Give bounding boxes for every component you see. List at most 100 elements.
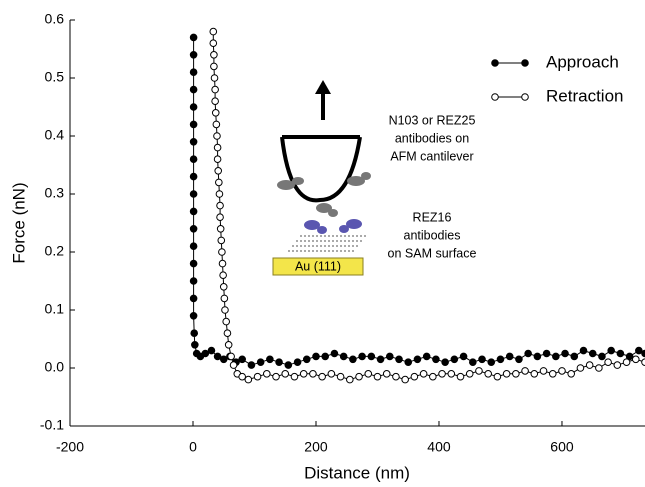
annotation: Au (111) <box>295 259 341 273</box>
legend-marker <box>521 93 529 101</box>
data-point <box>542 349 551 358</box>
sam-layer <box>288 235 368 252</box>
data-point <box>422 352 431 361</box>
data-point <box>210 51 218 59</box>
data-point <box>189 120 198 129</box>
data-point <box>496 355 505 364</box>
data-point <box>548 370 557 378</box>
data-point <box>213 155 222 163</box>
data-point <box>456 372 465 381</box>
data-point <box>216 213 224 221</box>
data-point <box>247 361 256 369</box>
data-point <box>238 372 246 381</box>
data-point <box>616 349 625 358</box>
data-point <box>213 352 222 361</box>
data-point <box>401 375 409 384</box>
data-point <box>561 349 569 358</box>
data-point <box>598 352 606 361</box>
data-point <box>521 367 529 375</box>
data-point <box>552 352 560 361</box>
data-point <box>302 355 311 364</box>
data-point <box>641 349 645 358</box>
gold-substrate <box>272 257 364 276</box>
data-point <box>220 294 229 303</box>
y-tick-label: 0.1 <box>45 301 65 317</box>
data-point <box>447 370 456 378</box>
data-point <box>505 352 514 361</box>
data-point <box>293 358 302 367</box>
data-point <box>533 352 542 361</box>
x-tick-label: 400 <box>427 439 451 455</box>
data-point <box>469 358 477 367</box>
data-point <box>441 358 449 367</box>
annotation: REZ16 <box>413 210 452 224</box>
data-point <box>284 361 293 369</box>
data-point <box>524 349 532 358</box>
data-point <box>502 370 511 378</box>
data-point <box>216 225 225 233</box>
cantilever-antibodies <box>277 172 371 217</box>
data-point <box>214 167 223 175</box>
data-point <box>595 364 603 372</box>
surface-antibodies <box>304 219 362 234</box>
data-point <box>459 352 468 361</box>
data-point <box>281 370 290 378</box>
data-point <box>227 352 235 361</box>
y-tick-label: 0.0 <box>45 359 65 375</box>
data-point <box>487 358 496 367</box>
x-tick-label: -200 <box>56 439 84 455</box>
data-point <box>588 349 597 358</box>
data-point <box>189 225 198 233</box>
data-point <box>404 358 413 367</box>
legend-marker <box>521 59 529 67</box>
data-point <box>189 68 198 76</box>
legend-label: Retraction <box>546 86 623 105</box>
data-point <box>336 372 345 381</box>
data-point <box>189 51 198 59</box>
data-point <box>189 190 198 198</box>
data-point <box>189 207 198 216</box>
data-point <box>210 74 219 82</box>
x-tick-label: 200 <box>304 439 328 455</box>
series-line <box>212 31 645 381</box>
data-point <box>189 172 198 181</box>
data-point <box>327 370 336 378</box>
x-axis-title: Distance (nm) <box>304 463 410 482</box>
data-point <box>189 259 198 268</box>
data-point <box>256 358 265 367</box>
x-tick-label: 0 <box>189 439 197 455</box>
data-point <box>607 346 615 355</box>
data-point <box>392 372 400 381</box>
y-tick-label: 0.6 <box>45 11 65 27</box>
data-point <box>189 155 198 163</box>
data-point <box>530 370 539 378</box>
data-point <box>567 370 576 378</box>
data-point <box>512 370 520 378</box>
legend-marker <box>491 93 499 101</box>
data-point <box>223 329 232 338</box>
data-point <box>211 85 219 94</box>
cantilever <box>280 135 362 203</box>
data-point <box>429 372 437 381</box>
data-point <box>410 372 419 381</box>
data-point <box>219 283 228 291</box>
data-point <box>216 201 224 210</box>
data-point <box>211 109 220 117</box>
data-point <box>515 355 523 364</box>
data-point <box>364 370 373 378</box>
y-axis-title: Force (nN) <box>9 182 28 263</box>
data-point <box>312 352 320 361</box>
data-point <box>218 248 226 256</box>
data-point <box>413 355 422 364</box>
data-point <box>219 271 227 280</box>
data-point <box>570 352 579 361</box>
data-point <box>189 277 198 285</box>
data-point <box>189 33 198 42</box>
data-point <box>309 370 317 378</box>
data-point <box>299 370 308 378</box>
inset-diagram <box>272 80 371 276</box>
data-point <box>189 294 198 303</box>
legend-marker <box>491 59 499 67</box>
data-point <box>209 39 218 48</box>
data-point <box>385 352 394 361</box>
